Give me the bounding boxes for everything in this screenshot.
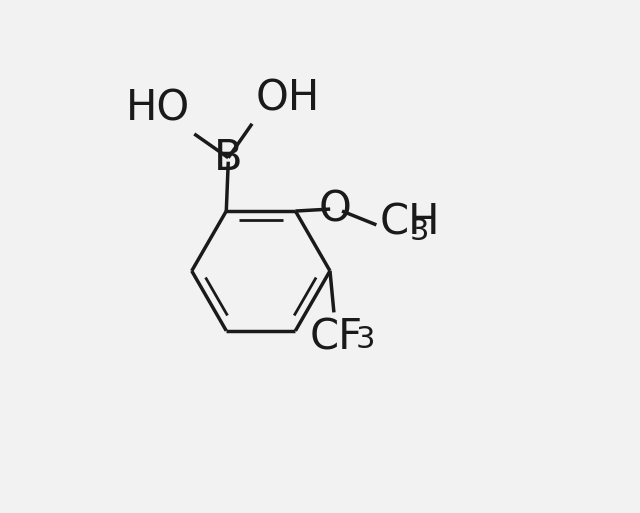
Text: 3: 3 xyxy=(410,216,429,246)
Text: CF: CF xyxy=(309,317,362,359)
Text: 3: 3 xyxy=(356,325,375,354)
Text: O: O xyxy=(319,188,351,230)
Text: B: B xyxy=(214,137,243,179)
Text: HO: HO xyxy=(126,88,190,130)
Text: CH: CH xyxy=(380,202,440,244)
Text: OH: OH xyxy=(256,78,320,120)
